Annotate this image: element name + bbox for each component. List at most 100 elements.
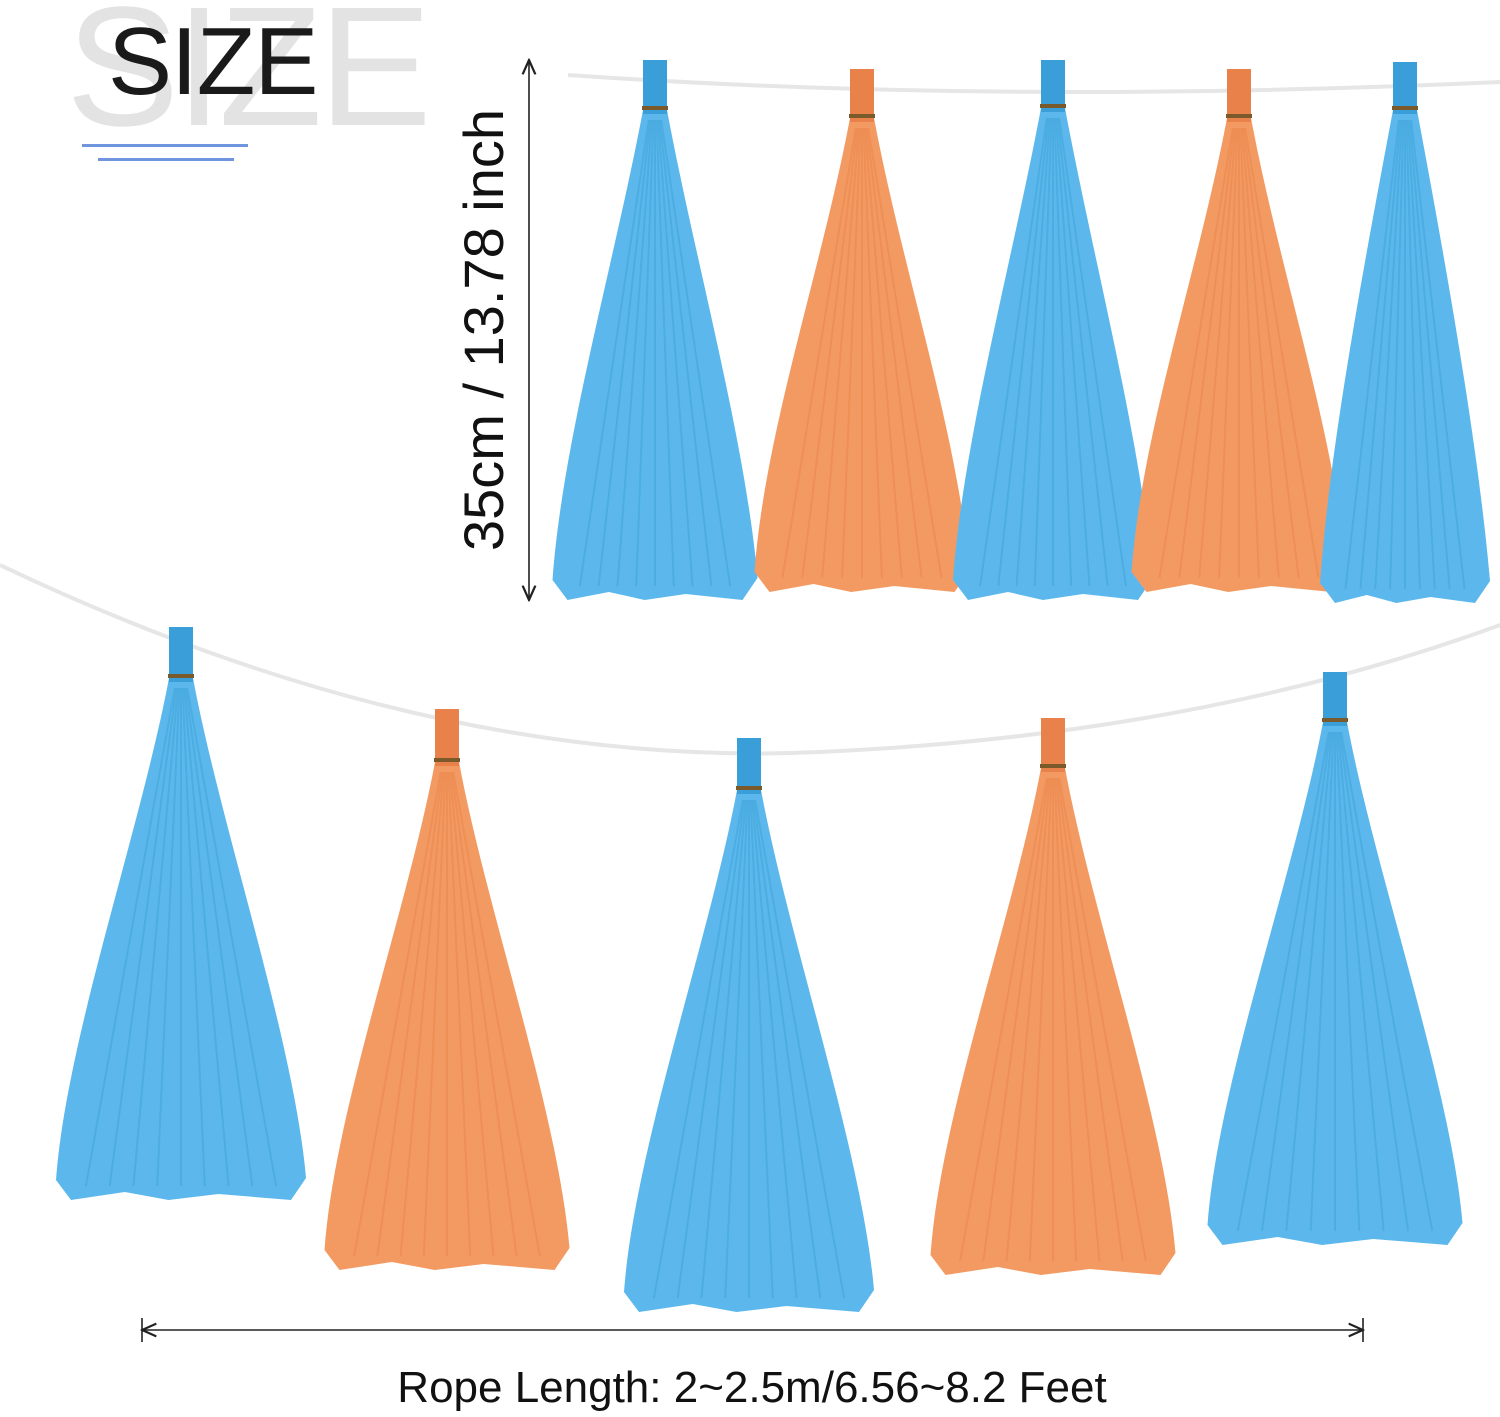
tassel-strand [865, 127, 923, 579]
tassel-strand [652, 799, 744, 1299]
tassel-strand [1028, 777, 1053, 1262]
tassel-strand [353, 771, 442, 1257]
tassel-strand [1244, 127, 1320, 579]
tassel-strand [449, 771, 495, 1257]
tassel-strand [749, 799, 774, 1299]
tassel-strand [660, 119, 732, 587]
tassel-body [953, 108, 1153, 600]
tassel-strand [1055, 117, 1091, 587]
tassel-strand [1055, 777, 1101, 1262]
background-watermark-word: SIZE [66, 0, 432, 162]
tassel-strand [752, 799, 822, 1299]
tassel-wire-tie [1226, 114, 1252, 118]
tassel-strand [635, 119, 655, 587]
tassel-strand [108, 687, 178, 1187]
height-dimension-label: 35cm / 13.78 inch [452, 108, 515, 552]
tassel-strand [156, 687, 181, 1187]
tassel-wire-tie [1040, 764, 1066, 768]
tassel-strand [676, 799, 746, 1299]
tassel-strand [1337, 731, 1385, 1232]
tassel-strand [450, 771, 518, 1257]
tassel-strand [997, 117, 1050, 587]
tassel-strand [1015, 117, 1051, 587]
tassel-strand [1410, 119, 1466, 590]
tassel-strand [376, 771, 444, 1257]
tassel-strand [616, 119, 653, 587]
tassel-wire-tie [849, 114, 875, 118]
tassel-strand [841, 127, 862, 579]
tassel-strand [1405, 119, 1421, 590]
tassel-strand [184, 687, 254, 1187]
tassel-top-4 [1131, 69, 1347, 592]
tassel-strand [399, 771, 445, 1257]
tassel-strand [801, 127, 859, 579]
tassel-wire-tie [434, 758, 460, 762]
page-title: SIZE [108, 8, 318, 115]
tassel-wire-tie [1392, 106, 1418, 110]
tassel-strand [183, 687, 230, 1187]
tassel-strand [959, 777, 1048, 1262]
tassel-tab [1041, 60, 1065, 112]
bottom-garland-string [0, 563, 1500, 756]
tassel-strand [700, 799, 747, 1299]
tassel-top-2 [754, 69, 970, 592]
tassel-strand [1407, 119, 1436, 590]
tassel-body [1131, 118, 1347, 592]
tassel-strand [1033, 117, 1053, 587]
tassel-bottom-1 [56, 627, 306, 1200]
tassel-wire-tie [1322, 718, 1348, 722]
tassel-wire-tie [168, 674, 194, 678]
tassel-strand [1198, 127, 1237, 579]
tassel-strand [1053, 117, 1073, 587]
tassel-strand [1285, 731, 1333, 1232]
tassel-body [324, 762, 570, 1270]
tassel-strand [1236, 731, 1330, 1232]
tassel-strand [1053, 777, 1078, 1262]
tassel-wire-tie [1040, 104, 1066, 108]
tassel-strand [724, 799, 749, 1299]
tassel-strand [655, 119, 675, 587]
tassel-bottom-2 [324, 709, 570, 1270]
tassel-strand [1005, 777, 1051, 1262]
tassel-tab [169, 627, 193, 682]
tassel-bottom-3 [624, 738, 874, 1312]
tassel-tab [850, 69, 874, 122]
tassel-strand [867, 127, 943, 579]
title-underline-top [82, 144, 248, 147]
tassel-strand [1344, 119, 1400, 590]
tassel-tab [737, 738, 761, 794]
tassel-strand [1241, 127, 1280, 579]
tassel-strand [1389, 119, 1405, 590]
tassel-strand [84, 687, 176, 1187]
tassel-strand [1374, 119, 1403, 590]
tassel-strand [1242, 127, 1300, 579]
tassel-strand [1309, 731, 1335, 1232]
tassel-strand [578, 119, 650, 587]
tassel-body [56, 678, 306, 1200]
tassel-strand [658, 119, 713, 587]
tassel-bottom-4 [930, 718, 1176, 1275]
tassel-strand [751, 799, 798, 1299]
tassel-bottom-5 [1207, 672, 1463, 1245]
rope-length-label: Rope Length: 2~2.5m/6.56~8.2 Feet [397, 1363, 1107, 1412]
tassel-body [1207, 722, 1463, 1245]
title-underline-bottom [98, 158, 234, 161]
tassel-strand [1158, 127, 1234, 579]
tassel-strand [181, 687, 206, 1187]
tassel-strand [132, 687, 179, 1187]
tassel-wire-tie [642, 106, 668, 110]
tassel-tab [1227, 69, 1251, 122]
tassel-body [754, 118, 970, 592]
tassel-strand [1218, 127, 1239, 579]
tassel-strand [1335, 731, 1361, 1232]
tassel-strand [1408, 119, 1451, 590]
tassel-strand [422, 771, 447, 1257]
tassel-body [624, 790, 874, 1312]
tassel-strand [452, 771, 541, 1257]
tassel-strand [657, 119, 694, 587]
tassel-strand [979, 117, 1048, 587]
tassel-body [1320, 110, 1490, 603]
tassel-strand [754, 799, 846, 1299]
tassel-top-1 [552, 60, 758, 600]
